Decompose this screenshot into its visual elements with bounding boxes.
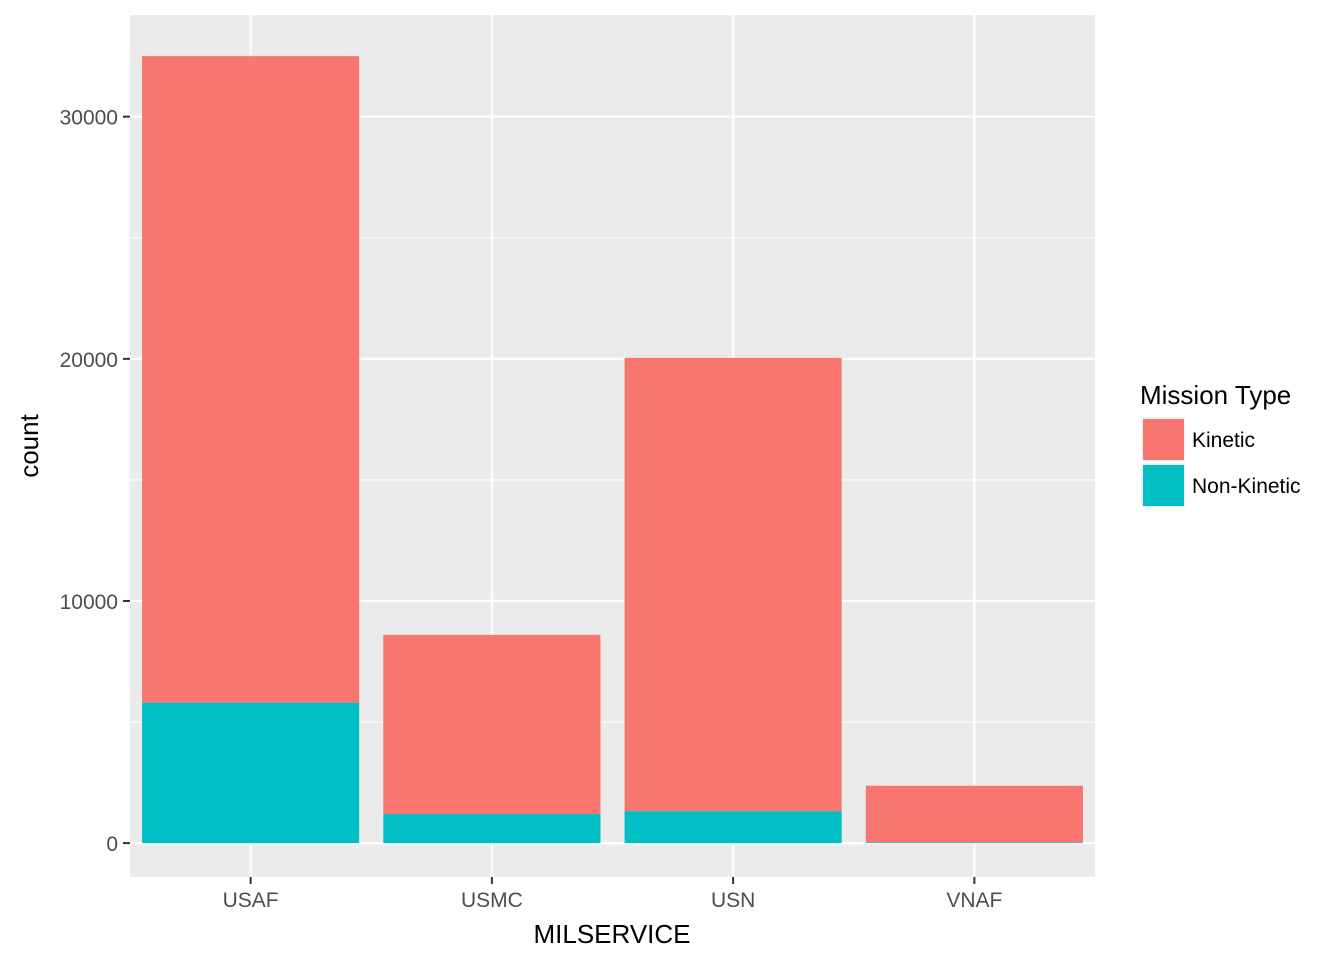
bars-group [142, 56, 1083, 844]
y-axis-title: count [14, 413, 44, 477]
x-tick-label: VNAF [946, 889, 1002, 912]
bar-usn-non-kinetic [624, 811, 842, 844]
y-tick-label: 10000 [60, 591, 118, 614]
bar-usmc-kinetic [383, 634, 601, 815]
bar-vnaf-kinetic [865, 785, 1083, 843]
x-tick-label: USN [711, 889, 755, 912]
y-tick-label: 0 [106, 833, 118, 856]
bar-vnaf-non-kinetic [865, 842, 1083, 844]
legend-swatch [1143, 465, 1184, 506]
x-tick-label: USMC [461, 889, 523, 912]
y-axis: 0 10000 20000 30000 [60, 107, 130, 856]
x-axis-title: MILSERVICE [533, 919, 690, 949]
x-axis: USAF USMC USN VNAF [223, 877, 1002, 912]
legend-label: Non-Kinetic [1192, 475, 1301, 498]
y-tick-label: 20000 [60, 349, 118, 372]
legend-label: Kinetic [1192, 429, 1255, 452]
x-tick-label: USAF [223, 889, 279, 912]
bar-usmc-non-kinetic [383, 814, 601, 844]
legend: Mission Type Kinetic Non-Kinetic [1140, 380, 1301, 507]
bar-usaf-kinetic [142, 56, 360, 703]
legend-title: Mission Type [1140, 380, 1291, 410]
bar-usaf-non-kinetic [142, 702, 360, 844]
bar-usn-kinetic [624, 357, 842, 812]
legend-swatch [1143, 419, 1184, 460]
y-tick-label: 30000 [60, 107, 118, 130]
